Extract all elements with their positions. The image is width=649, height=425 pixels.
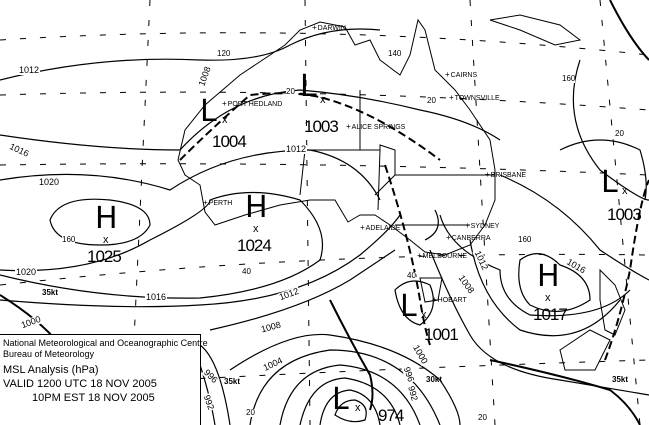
- valid-time-utc: VALID 1200 UTC 18 NOV 2005: [3, 378, 157, 390]
- state-borders: [299, 144, 396, 196]
- longitude-label: 160: [562, 74, 576, 83]
- pressure-value: 1025: [87, 247, 122, 266]
- longitude-label: 140: [388, 49, 402, 58]
- center-marker: x: [355, 402, 361, 414]
- latitude-label: 20: [478, 413, 487, 422]
- longitude-label: 160: [62, 235, 76, 244]
- wind-label: 35kt: [42, 288, 59, 297]
- city-label: BRISBANE: [485, 171, 526, 179]
- latitude-label: 20: [427, 96, 436, 105]
- center-marker: x: [103, 234, 109, 246]
- low-symbol: L: [300, 69, 317, 104]
- pressure-value: 1003: [304, 117, 339, 136]
- pressure-value: 1001: [424, 325, 459, 344]
- low-symbol: L: [601, 165, 618, 200]
- valid-time-local: 10PM EST 18 NOV 2005: [32, 392, 155, 404]
- pressure-value: 1003: [607, 205, 642, 224]
- center-marker: x: [622, 185, 628, 197]
- city-label: HOBART: [432, 296, 467, 304]
- city-label: SYDNEY: [465, 222, 500, 230]
- wind-label: 35kt: [224, 377, 241, 386]
- trough-northeast: [609, 0, 649, 61]
- chart-title: MSL Analysis (hPa): [3, 364, 99, 376]
- isobar-label: 1020: [38, 177, 61, 187]
- center-marker: x: [545, 292, 551, 304]
- center-marker: x: [253, 223, 259, 235]
- pressure-value: 1004: [212, 132, 247, 151]
- city-label: PORT HEDLAND: [222, 100, 283, 108]
- city-label: TOWNSVILLE: [449, 94, 500, 102]
- center-marker: x: [222, 114, 228, 126]
- city-label: MELBOURNE: [417, 252, 467, 260]
- high-symbol: H: [537, 259, 560, 294]
- nz-south: [559, 329, 611, 371]
- isobar-label: 1012: [18, 65, 41, 75]
- latitude-label: 20: [246, 408, 255, 417]
- wind-label: 30kt: [426, 375, 443, 384]
- wind-label: 35kt: [612, 375, 629, 384]
- high-symbol: H: [245, 190, 268, 225]
- longitude-label: 120: [217, 49, 231, 58]
- longitude-label: 160: [518, 235, 532, 244]
- low-symbol: L: [332, 382, 349, 417]
- center-marker: x: [320, 94, 326, 106]
- pressure-value: 1017: [533, 305, 568, 324]
- nz-north: [599, 268, 626, 336]
- city-label: ADELAIDE: [360, 224, 401, 232]
- city-label: DARWIN: [312, 24, 346, 32]
- latitude-label: 40: [407, 271, 416, 280]
- png: [489, 14, 582, 46]
- latitude-label: 20: [615, 129, 624, 138]
- high-symbol: H: [95, 201, 118, 236]
- isobar-label: 1020: [15, 267, 38, 277]
- city-label: ALICE SPRINGS: [346, 123, 406, 131]
- legend-box: National Meteorological and Oceanographi…: [0, 334, 208, 425]
- isobar-label: 1016: [145, 292, 168, 302]
- center-marker: x: [421, 309, 427, 321]
- pressure-value: 974: [378, 406, 404, 425]
- pressure-value: 1024: [237, 236, 272, 255]
- organisation-name: National Meteorological and Oceanographi…: [3, 338, 208, 348]
- low-symbol: L: [200, 94, 217, 129]
- latitude-label: 20: [286, 87, 295, 96]
- city-label: CANBERRA: [446, 234, 491, 242]
- organisation-subname: Bureau of Meteorology: [3, 349, 95, 359]
- latitude-label: 40: [242, 267, 251, 276]
- isobar-label: 1012: [285, 144, 308, 154]
- low-symbol: L: [400, 289, 417, 324]
- city-label: PERTH: [203, 199, 233, 207]
- city-label: CAIRNS: [445, 71, 477, 79]
